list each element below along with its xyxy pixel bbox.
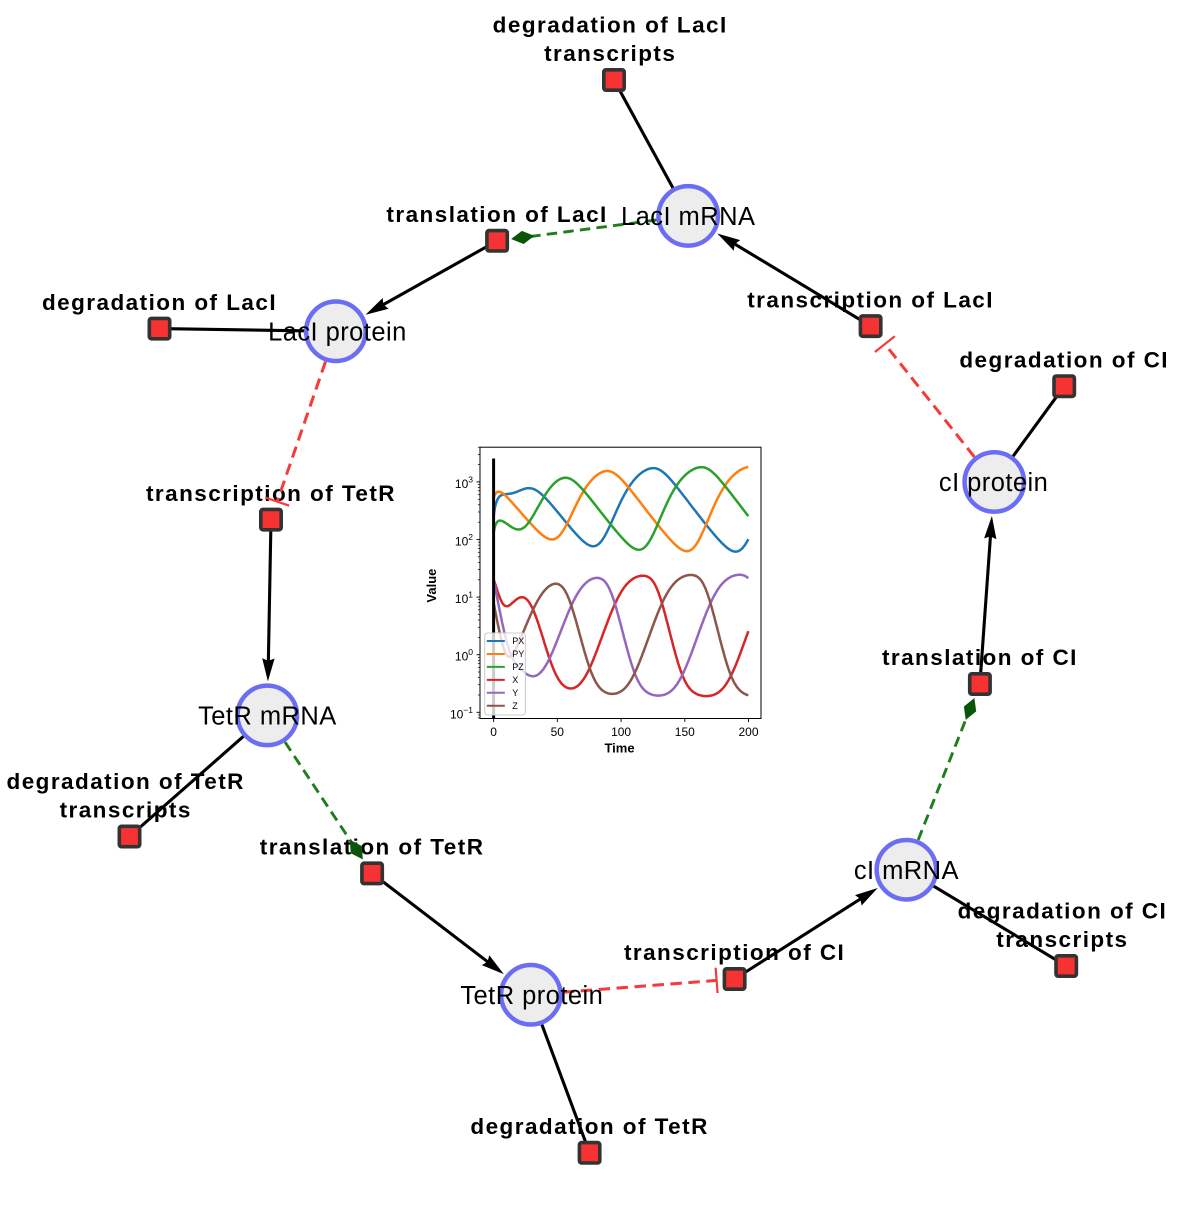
svg-text:translation of LacI: translation of LacI [386,202,607,227]
svg-text:cI protein: cI protein [939,469,1048,497]
svg-text:50: 50 [551,725,565,739]
svg-text:LacI protein: LacI protein [268,319,407,347]
svg-text:transcription of LacI: transcription of LacI [747,287,994,312]
svg-text:PY: PY [512,649,524,659]
svg-text:TetR protein: TetR protein [460,982,603,1010]
svg-text:Time: Time [604,741,634,756]
svg-text:degradation of TetR: degradation of TetR [7,769,245,794]
svg-text:X: X [512,675,518,685]
svg-text:transcription of TetR: transcription of TetR [146,481,396,506]
svg-text:degradation of LacI: degradation of LacI [42,290,277,315]
svg-text:transcription of CI: transcription of CI [624,940,845,965]
svg-text:LacI mRNA: LacI mRNA [621,203,755,231]
svg-text:Z: Z [512,701,518,711]
svg-text:PZ: PZ [512,662,524,672]
svg-text:150: 150 [675,725,695,739]
svg-text:Y: Y [512,688,518,698]
svg-text:degradation of LacI: degradation of LacI [493,13,728,38]
svg-text:transcripts: transcripts [996,927,1128,952]
svg-text:degradation of TetR: degradation of TetR [470,1114,708,1139]
svg-text:translation of TetR: translation of TetR [260,835,485,860]
svg-text:degradation of CI: degradation of CI [958,899,1168,924]
svg-text:PX: PX [512,636,524,646]
svg-text:transcripts: transcripts [60,798,192,823]
svg-text:degradation of CI: degradation of CI [959,347,1169,372]
svg-text:translation of CI: translation of CI [882,645,1078,670]
svg-text:transcripts: transcripts [544,41,676,66]
svg-text:TetR mRNA: TetR mRNA [198,703,337,731]
svg-text:cI mRNA: cI mRNA [854,857,959,885]
svg-text:200: 200 [738,725,758,739]
svg-text:0: 0 [490,725,497,739]
svg-text:Value: Value [424,569,439,603]
svg-text:100: 100 [611,725,631,739]
